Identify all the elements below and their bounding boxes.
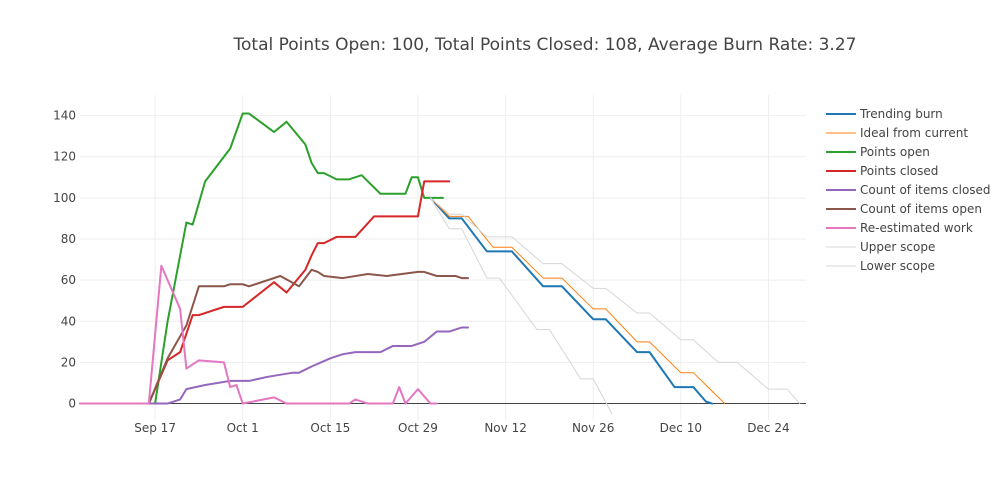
legend-item-ideal-from-current[interactable]: Ideal from current (826, 126, 968, 140)
series-line-count-of-items-open[interactable] (147, 268, 470, 405)
series-line-trending-burn[interactable] (429, 196, 714, 405)
x-tick-label: Dec 24 (747, 421, 789, 435)
series-line-upper-scope[interactable] (429, 197, 801, 405)
y-tick-label: 120 (53, 150, 76, 164)
legend-label: Ideal from current (860, 126, 968, 140)
axis-layer: 0 20 40 60 80 100 120 140 Sep 17 Oct 1 Oct 15 Oct 2… (53, 109, 790, 435)
legend-item-count-of-items-open[interactable]: Count of items open (826, 202, 982, 216)
x-tick-label: Sep 17 (134, 421, 176, 435)
legend-item-trending-burn[interactable]: Trending burn (826, 107, 943, 121)
y-tick-label: 20 (61, 355, 76, 369)
legend-label: Points open (860, 145, 930, 159)
legend-label: Lower scope (860, 259, 935, 273)
legend-item-upper-scope[interactable]: Upper scope (826, 240, 935, 254)
grid-layer (80, 95, 806, 420)
y-tick-label: 0 (68, 397, 76, 411)
y-tick-label: 80 (61, 232, 76, 246)
legend[interactable]: Trending burn Ideal from current Points op… (826, 107, 991, 273)
y-tick-label: 140 (53, 109, 76, 123)
legend-item-points-closed[interactable]: Points closed (826, 164, 938, 178)
legend-label: Count of items open (860, 202, 982, 216)
legend-label: Trending burn (859, 107, 943, 121)
legend-item-points-open[interactable]: Points open (826, 145, 930, 159)
y-tick-label: 60 (61, 273, 76, 287)
series-line-re-estimated-work[interactable] (79, 264, 438, 405)
x-tick-label: Dec 10 (660, 421, 702, 435)
series-line-points-open[interactable] (154, 112, 444, 405)
series-layer (79, 112, 801, 415)
series-line-count-of-items-closed[interactable] (79, 326, 470, 405)
legend-label: Count of items closed (860, 183, 991, 197)
x-tick-label: Nov 26 (572, 421, 615, 435)
chart-title: Total Points Open: 100, Total Points Clo… (233, 35, 857, 55)
legend-label: Upper scope (860, 240, 935, 254)
x-tick-label: Oct 15 (310, 421, 350, 435)
y-tick-label: 40 (61, 314, 76, 328)
legend-label: Re-estimated work (860, 221, 973, 235)
legend-item-re-estimated-work[interactable]: Re-estimated work (826, 221, 973, 235)
series-line-points-closed[interactable] (147, 180, 451, 405)
series-line-ideal-from-current[interactable] (429, 197, 726, 405)
legend-item-lower-scope[interactable]: Lower scope (826, 259, 935, 273)
series-line-lower-scope[interactable] (429, 197, 613, 415)
legend-label: Points closed (860, 164, 938, 178)
legend-item-count-of-items-closed[interactable]: Count of items closed (826, 183, 991, 197)
y-tick-label: 100 (53, 191, 76, 205)
x-tick-label: Oct 29 (398, 421, 438, 435)
x-tick-label: Nov 12 (484, 421, 527, 435)
x-tick-label: Oct 1 (227, 421, 259, 435)
